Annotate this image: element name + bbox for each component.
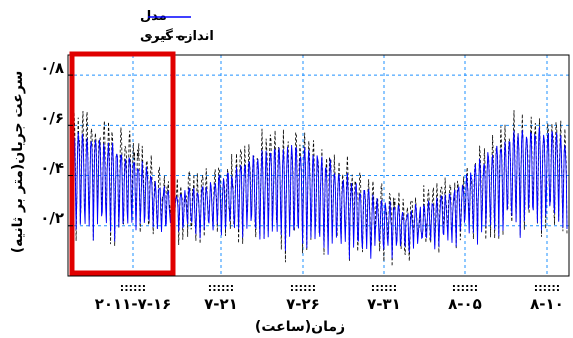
x-tick-label: ۷-۳۱ <box>367 295 401 313</box>
x-tick-colons: :::::: <box>290 281 316 294</box>
legend: مدل اندازه گیری <box>140 9 214 44</box>
series-line-measured <box>71 109 568 267</box>
series-model <box>71 126 568 260</box>
plot-frame <box>67 54 570 277</box>
x-tick-colons: :::::: <box>452 281 478 294</box>
y-tick-label: ۰/۲ <box>40 209 64 227</box>
series-line-model <box>71 126 568 260</box>
series-measured <box>71 109 568 267</box>
y-tick-label: ۰/۶ <box>40 109 64 127</box>
x-tick-label: ۲۰۱۱-۷-۱۶ <box>95 295 172 313</box>
legend-label-measured: اندازه گیری <box>140 28 214 44</box>
x-tick-colons: :::::: <box>534 281 560 294</box>
y-tick-marks <box>68 74 73 227</box>
x-tick-label: ۸-۱۰ <box>530 295 564 313</box>
y-axis-title: سرعت جریان(متر بر ثانیه) <box>10 71 26 254</box>
highlight-box <box>69 51 176 276</box>
x-tick-label: ۷-۲۱ <box>204 295 238 313</box>
x-axis-title: زمان(ساعت) <box>255 319 345 335</box>
y-tick-label: ۰/۴ <box>40 159 64 177</box>
x-tick-label: ۸-۰۵ <box>448 295 482 313</box>
x-tick-colons: :::::: <box>208 281 234 294</box>
x-tick-colons: :::::: <box>120 281 146 294</box>
x-tick-label: ۷-۲۶ <box>286 295 320 313</box>
y-tick-label: ۰/۸ <box>40 59 64 77</box>
x-tick-colons: :::::: <box>371 281 397 294</box>
